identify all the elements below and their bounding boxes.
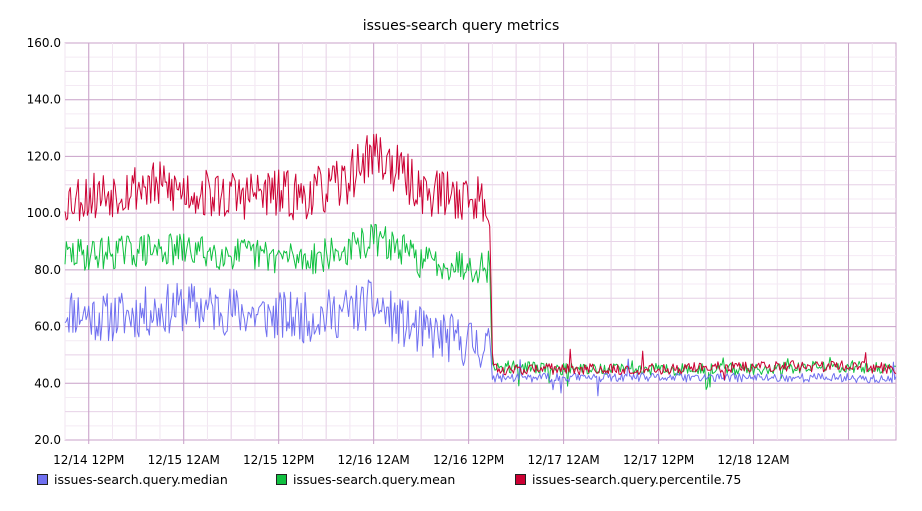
legend: issues-search.query.median issues-search… (0, 472, 922, 492)
legend-item-p75: issues-search.query.percentile.75 (515, 472, 741, 487)
y-tick-label: 20.0 (34, 433, 61, 447)
chart-title: issues-search query metrics (363, 18, 560, 34)
legend-label-mean: issues-search.query.mean (293, 472, 456, 487)
x-tick-label: 12/15 12PM (243, 453, 314, 467)
legend-label-median: issues-search.query.median (54, 472, 228, 487)
x-tick-label: 12/16 12AM (338, 453, 410, 467)
series-line-median (64, 279, 897, 397)
series-line-mean (64, 223, 897, 390)
legend-swatch-median (37, 474, 48, 485)
legend-swatch-p75 (515, 474, 526, 485)
y-axis: 20.0 40.0 60.0 80.0 100.0 120.0 140.0 160.0 (27, 36, 61, 447)
x-tick-label: 12/14 12PM (53, 453, 124, 467)
y-tick-label: 60.0 (34, 320, 61, 334)
y-tick-label: 160.0 (27, 36, 61, 50)
y-tick-label: 140.0 (27, 93, 61, 107)
x-tick-label: 12/17 12PM (623, 453, 694, 467)
x-axis: 12/14 12PM 12/15 12AM 12/15 12PM 12/16 12AM… (53, 440, 790, 467)
series-layer (64, 133, 897, 397)
y-tick-label: 80.0 (34, 263, 61, 277)
major-grid (65, 43, 896, 440)
legend-swatch-mean (276, 474, 287, 485)
x-tick-label: 12/16 12PM (433, 453, 504, 467)
x-tick-label: 12/18 12AM (717, 453, 789, 467)
line-chart: issues-search query metrics 20.0 40.0 60.0… (27, 18, 897, 467)
x-tick-label: 12/15 12AM (148, 453, 220, 467)
legend-item-median: issues-search.query.median (37, 472, 228, 487)
x-tick-label: 12/17 12AM (527, 453, 599, 467)
legend-label-p75: issues-search.query.percentile.75 (532, 472, 742, 487)
y-tick-label: 100.0 (27, 206, 61, 220)
y-tick-label: 120.0 (27, 149, 61, 163)
y-tick-label: 40.0 (34, 376, 61, 390)
series-line-p75 (64, 133, 897, 381)
legend-item-mean: issues-search.query.mean (276, 472, 455, 487)
